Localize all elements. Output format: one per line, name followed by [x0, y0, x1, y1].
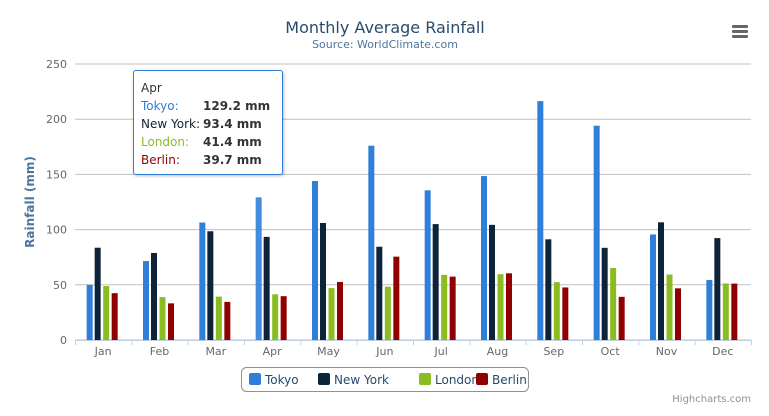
bar-tokyo-mar[interactable]: [199, 222, 206, 340]
bar-london-aug[interactable]: [497, 274, 504, 340]
tooltip: Apr Tokyo: 129.2 mm New York: 93.4 mm Lond…: [133, 70, 283, 175]
bar-london-mar[interactable]: [215, 296, 222, 340]
tooltip-header: Apr: [141, 81, 162, 95]
bar-berlin-nov[interactable]: [675, 288, 681, 340]
bar-london-oct[interactable]: [610, 268, 617, 340]
legend-item-london[interactable]: London: [435, 373, 479, 387]
x-tick-label: Nov: [656, 345, 678, 358]
legend-symbol-berlin[interactable]: [476, 373, 488, 385]
tooltip-row-newyork: New York: 93.4 mm: [141, 117, 282, 135]
legend-item-tokyo[interactable]: Tokyo: [264, 373, 299, 387]
bar-berlin-dec[interactable]: [731, 283, 738, 340]
x-tick-label: Oct: [601, 345, 621, 358]
hamburger-menu-icon[interactable]: [732, 30, 748, 33]
x-tick-label: Apr: [263, 345, 283, 358]
bar-berlin-aug[interactable]: [506, 273, 512, 340]
tooltip-value: 93.4 mm: [203, 117, 262, 131]
bar-london-dec[interactable]: [722, 283, 729, 340]
tooltip-row-london: London: 41.4 mm: [141, 135, 282, 153]
y-tick-label: 150: [46, 168, 67, 181]
bar-london-feb[interactable]: [159, 297, 166, 340]
bar-berlin-apr[interactable]: [280, 296, 287, 340]
bar-berlin-jun[interactable]: [393, 256, 400, 340]
bar-london-may[interactable]: [328, 288, 335, 340]
bar-tokyo-sep[interactable]: [537, 101, 544, 341]
x-tick-label: Mar: [205, 345, 226, 358]
bar-london-sep[interactable]: [553, 282, 560, 340]
bar-new-york-feb[interactable]: [151, 253, 157, 340]
y-tick-label: 200: [46, 113, 67, 126]
bar-new-york-nov[interactable]: [658, 222, 664, 340]
credits-link[interactable]: Highcharts.com: [672, 394, 751, 405]
tooltip-series-name: London:: [141, 135, 190, 149]
y-tick-label: 50: [53, 279, 67, 292]
chart-title: Monthly Average Rainfall: [285, 18, 484, 37]
x-tick-label: Jul: [434, 345, 448, 358]
x-tick-label: Jan: [94, 345, 112, 358]
hamburger-menu-icon[interactable]: [732, 35, 748, 38]
hamburger-menu-icon[interactable]: [732, 25, 748, 28]
bar-berlin-jul[interactable]: [449, 276, 456, 340]
legend-box: [241, 367, 529, 392]
bar-tokyo-jun[interactable]: [368, 145, 375, 340]
bar-new-york-sep[interactable]: [545, 239, 552, 340]
x-tick-label: Feb: [150, 345, 169, 358]
x-tick-label: Sep: [543, 345, 564, 358]
bar-new-york-may[interactable]: [320, 222, 326, 340]
x-tick-label: May: [317, 345, 340, 358]
x-tick-label: Dec: [712, 345, 733, 358]
tooltip-value: 129.2 mm: [203, 99, 271, 113]
bar-new-york-jun[interactable]: [376, 246, 383, 340]
bar-berlin-feb[interactable]: [168, 303, 174, 340]
bar-tokyo-feb[interactable]: [143, 261, 149, 340]
bar-tokyo-jul[interactable]: [424, 190, 431, 340]
tooltip-series-name: Tokyo:: [141, 99, 179, 113]
bar-london-apr[interactable]: [272, 294, 279, 340]
bar-tokyo-dec[interactable]: [706, 279, 713, 340]
bar-london-nov[interactable]: [666, 274, 673, 340]
bar-new-york-dec[interactable]: [714, 238, 721, 340]
bar-london-jun[interactable]: [384, 286, 391, 340]
bar-london-jul[interactable]: [441, 274, 448, 340]
bar-new-york-jan[interactable]: [94, 247, 101, 340]
tooltip-series-name: Berlin:: [141, 153, 180, 167]
bar-berlin-oct[interactable]: [618, 296, 625, 340]
y-tick-label: 250: [46, 58, 67, 71]
legend-symbol-tokyo[interactable]: [249, 373, 261, 385]
bar-tokyo-aug[interactable]: [481, 176, 487, 340]
tooltip-value: 41.4 mm: [203, 135, 262, 149]
legend-item-berlin[interactable]: Berlin: [492, 373, 527, 387]
tooltip-row-berlin: Berlin: 39.7 mm: [141, 153, 282, 171]
bar-new-york-aug[interactable]: [489, 224, 495, 340]
bar-new-york-mar[interactable]: [207, 231, 214, 340]
bar-london-jan[interactable]: [103, 286, 110, 340]
bar-berlin-may[interactable]: [337, 281, 343, 340]
legend-item-new-york[interactable]: New York: [334, 373, 389, 387]
x-tick-label: Jun: [375, 345, 393, 358]
chart-subtitle: Source: WorldClimate.com: [312, 38, 458, 51]
tooltip-row-tokyo: Tokyo: 129.2 mm: [141, 99, 282, 117]
bar-new-york-apr[interactable]: [263, 236, 270, 340]
bar-tokyo-oct[interactable]: [593, 125, 600, 341]
legend-symbol-london[interactable]: [419, 373, 431, 385]
tooltip-value: 39.7 mm: [203, 153, 262, 167]
bar-berlin-sep[interactable]: [562, 287, 569, 340]
bar-berlin-jan[interactable]: [111, 293, 118, 340]
bar-tokyo-apr[interactable]: [255, 197, 262, 340]
y-tick-label: 0: [60, 334, 67, 347]
y-axis-title: Rainfall (mm): [23, 156, 37, 248]
bar-new-york-jul[interactable]: [432, 224, 439, 340]
bar-berlin-mar[interactable]: [224, 301, 231, 340]
bar-tokyo-may[interactable]: [312, 181, 318, 340]
bar-tokyo-jan[interactable]: [86, 284, 93, 340]
tooltip-series-name: New York:: [141, 117, 200, 131]
bar-new-york-oct[interactable]: [601, 247, 608, 340]
legend-symbol-new-york[interactable]: [318, 373, 330, 385]
x-tick-label: Aug: [487, 345, 508, 358]
bar-tokyo-nov[interactable]: [650, 234, 656, 340]
y-tick-label: 100: [46, 224, 67, 237]
